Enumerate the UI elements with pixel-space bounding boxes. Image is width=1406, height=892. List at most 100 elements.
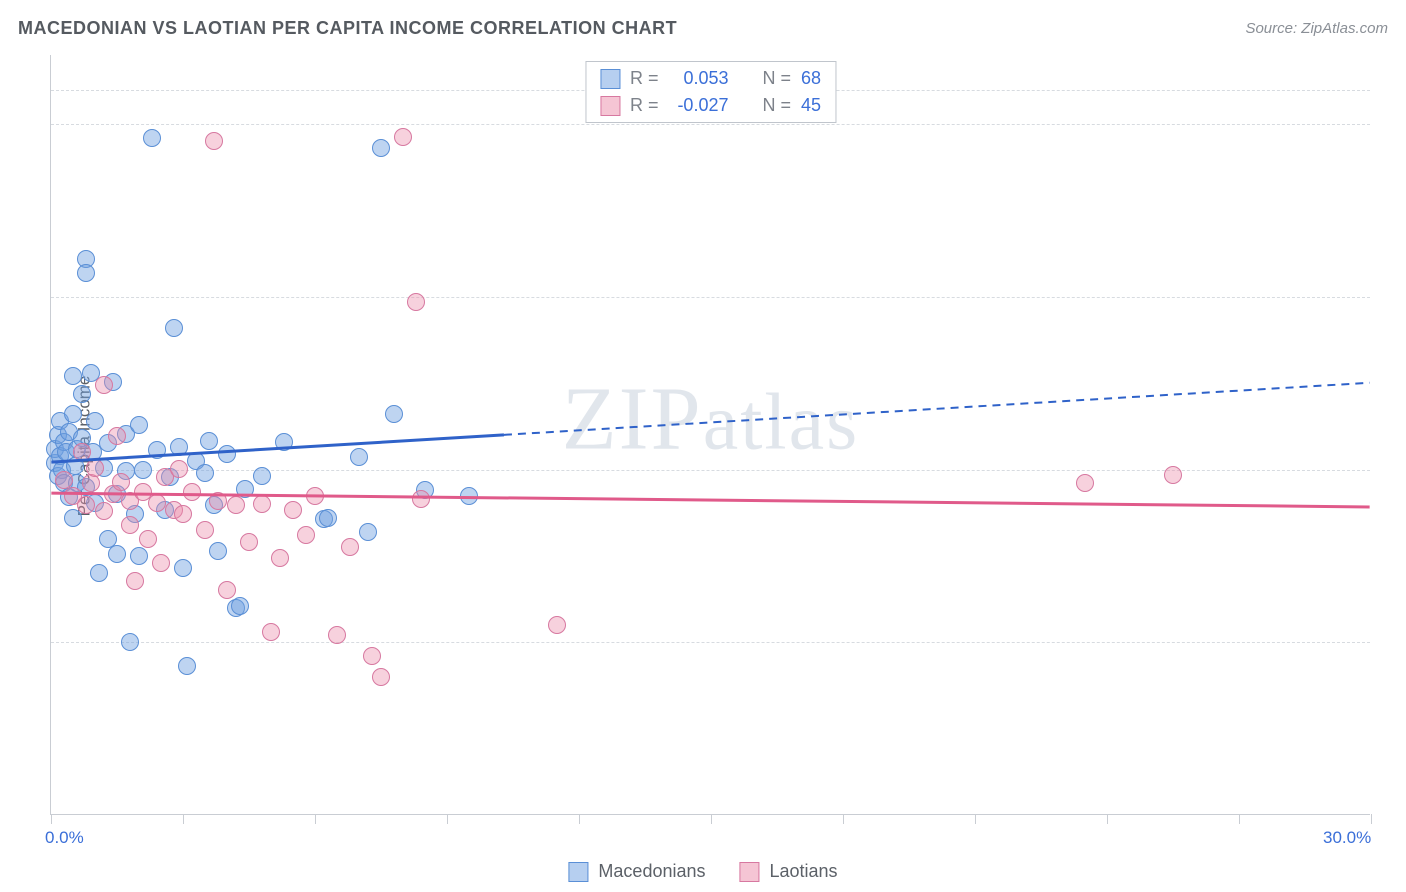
x-tick-label: 30.0% [1323,828,1371,848]
scatter-point [95,502,113,520]
scatter-point [262,623,280,641]
scatter-point [412,490,430,508]
scatter-point [170,438,188,456]
scatter-point [152,554,170,572]
x-tick-label: 0.0% [45,828,84,848]
scatter-point [218,581,236,599]
scatter-point [209,492,227,510]
legend-swatch [568,862,588,882]
scatter-point [196,464,214,482]
x-tick [579,814,580,824]
chart-title: MACEDONIAN VS LAOTIAN PER CAPITA INCOME … [18,18,677,39]
scatter-point [284,501,302,519]
scatter-point [64,367,82,385]
scatter-point [297,526,315,544]
scatter-point [143,129,161,147]
legend-swatch [600,96,620,116]
watermark: ZIPatlas [562,368,860,471]
scatter-point [77,496,95,514]
x-tick [1371,814,1372,824]
r-value: 0.053 [668,65,728,92]
scatter-point [108,427,126,445]
scatter-point [240,533,258,551]
scatter-point [460,487,478,505]
gridline [51,124,1370,125]
scatter-point [359,523,377,541]
gridline [51,642,1370,643]
legend-item: Laotians [740,861,838,882]
plot-area: ZIPatlas R =0.053N =68R =-0.027N =45 $25… [50,55,1370,815]
scatter-point [73,385,91,403]
scatter-point [77,264,95,282]
legend-swatch [740,862,760,882]
legend-row: R = 0.053 N = 68 [600,65,821,92]
gridline [51,297,1370,298]
x-tick [315,814,316,824]
scatter-point [394,128,412,146]
r-label: R = [630,65,659,92]
scatter-point [1164,466,1182,484]
trend-lines [51,55,1370,814]
scatter-point [165,319,183,337]
x-tick [711,814,712,824]
scatter-point [306,487,324,505]
x-tick [975,814,976,824]
scatter-point [82,474,100,492]
scatter-point [134,461,152,479]
x-tick [51,814,52,824]
y-tick-label: $50,000 [1380,460,1406,480]
r-value: -0.027 [668,92,728,119]
scatter-point [231,597,249,615]
y-tick-label: $100,000 [1380,114,1406,134]
scatter-point [363,647,381,665]
legend-label: Laotians [770,861,838,882]
scatter-point [205,132,223,150]
scatter-point [112,473,130,491]
scatter-point [341,538,359,556]
scatter-point [196,521,214,539]
scatter-point [350,448,368,466]
legend-row: R =-0.027N =45 [600,92,821,119]
scatter-point [108,545,126,563]
scatter-point [372,668,390,686]
scatter-point [170,460,188,478]
scatter-point [548,616,566,634]
scatter-point [200,432,218,450]
scatter-point [319,509,337,527]
chart-header: MACEDONIAN VS LAOTIAN PER CAPITA INCOME … [18,18,1388,39]
scatter-point [126,572,144,590]
legend-item: Macedonians [568,861,705,882]
scatter-point [174,559,192,577]
scatter-point [253,495,271,513]
scatter-point [178,657,196,675]
scatter-point [275,433,293,451]
scatter-point [385,405,403,423]
n-value: 68 [801,65,821,92]
x-tick [1107,814,1108,824]
scatter-point [253,467,271,485]
scatter-point [130,416,148,434]
scatter-point [139,530,157,548]
x-tick [183,814,184,824]
scatter-point [218,445,236,463]
scatter-point [209,542,227,560]
scatter-point [407,293,425,311]
scatter-point [148,441,166,459]
x-tick [843,814,844,824]
correlation-legend: R = 0.053 N = 68R =-0.027N =45 [585,61,836,123]
scatter-point [90,564,108,582]
chart-source: Source: ZipAtlas.com [1245,20,1388,37]
scatter-point [121,516,139,534]
scatter-point [271,549,289,567]
n-label: N = [762,65,791,92]
scatter-point [174,505,192,523]
legend-swatch [600,69,620,89]
scatter-point [183,483,201,501]
scatter-point [95,376,113,394]
x-tick [1239,814,1240,824]
y-tick-label: $75,000 [1380,287,1406,307]
scatter-point [86,412,104,430]
y-tick-label: $25,000 [1380,632,1406,652]
scatter-point [121,633,139,651]
scatter-point [130,547,148,565]
